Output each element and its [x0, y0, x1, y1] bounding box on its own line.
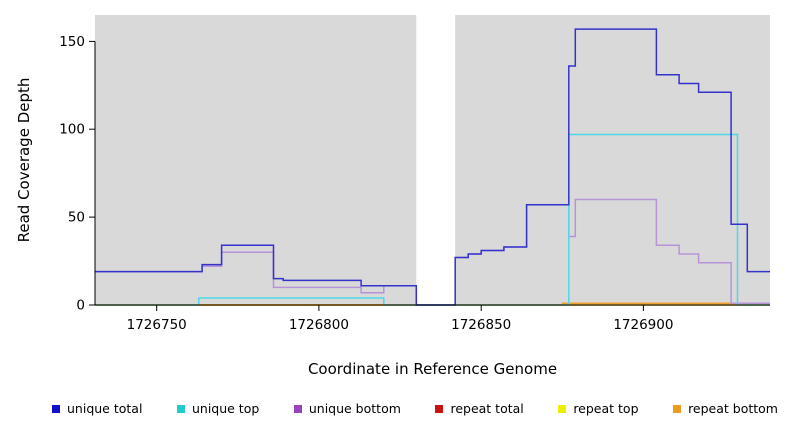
y-tick-label: 50 — [68, 210, 85, 226]
legend-item-unique-bottom: unique bottom — [293, 401, 401, 416]
legend-label-unique-bottom: unique bottom — [308, 401, 401, 416]
x-tick-label: 1726750 — [127, 317, 187, 333]
legend-label-unique-total: unique total — [67, 401, 143, 416]
plot-background-region — [455, 15, 770, 305]
legend-item-repeat-top: repeat top — [558, 401, 639, 416]
legend-swatch-unique-bottom — [293, 404, 302, 413]
legend-label-repeat-top: repeat top — [573, 401, 639, 416]
plot-area: 1726750 1726800 1726850 1726900 0 50 100 150 — [59, 15, 770, 333]
legend: unique total unique top unique bottom re… — [52, 401, 778, 416]
legend-item-repeat-bottom: repeat bottom — [673, 401, 778, 416]
x-tick-label: 1726850 — [451, 317, 511, 333]
y-tick-label: 100 — [59, 122, 85, 138]
legend-item-unique-top: unique top — [176, 401, 260, 416]
legend-swatch-repeat-bottom — [673, 404, 682, 413]
legend-label-repeat-bottom: repeat bottom — [688, 401, 778, 416]
x-tick-label: 1726900 — [613, 317, 673, 333]
legend-swatch-unique-total — [52, 404, 60, 413]
y-tick-label: 150 — [59, 34, 85, 50]
legend-swatch-unique-top — [176, 404, 185, 413]
legend-label-repeat-total: repeat total — [450, 401, 524, 416]
legend-swatch-repeat-total — [435, 404, 444, 413]
plot-background-region — [95, 15, 417, 305]
legend-label-unique-top: unique top — [191, 401, 260, 416]
legend-swatch-repeat-top — [558, 404, 567, 413]
x-axis-label: Coordinate in Reference Genome — [307, 360, 558, 378]
y-axis-label: Read Coverage Depth — [15, 77, 33, 243]
series-unique-total — [95, 28, 770, 306]
legend-item-repeat-total: repeat total — [435, 401, 524, 416]
y-tick-label: 0 — [76, 298, 85, 314]
x-tick-label: 1726800 — [289, 317, 349, 333]
legend-item-unique-total: unique total — [52, 401, 142, 416]
